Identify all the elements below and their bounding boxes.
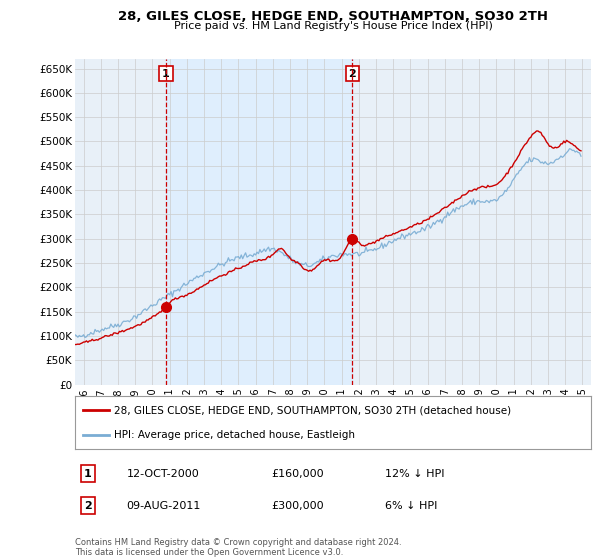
Text: £160,000: £160,000 <box>271 469 324 479</box>
Text: Contains HM Land Registry data © Crown copyright and database right 2024.
This d: Contains HM Land Registry data © Crown c… <box>75 538 401 557</box>
Text: 6% ↓ HPI: 6% ↓ HPI <box>385 501 437 511</box>
Text: Price paid vs. HM Land Registry's House Price Index (HPI): Price paid vs. HM Land Registry's House … <box>173 21 493 31</box>
Text: £300,000: £300,000 <box>271 501 324 511</box>
Text: HPI: Average price, detached house, Eastleigh: HPI: Average price, detached house, East… <box>114 430 355 440</box>
Text: 1: 1 <box>84 469 92 479</box>
Text: 28, GILES CLOSE, HEDGE END, SOUTHAMPTON, SO30 2TH (detached house): 28, GILES CLOSE, HEDGE END, SOUTHAMPTON,… <box>114 405 511 416</box>
Text: 2: 2 <box>84 501 92 511</box>
Text: 2: 2 <box>349 68 356 78</box>
Text: 28, GILES CLOSE, HEDGE END, SOUTHAMPTON, SO30 2TH: 28, GILES CLOSE, HEDGE END, SOUTHAMPTON,… <box>118 10 548 23</box>
Text: 1: 1 <box>162 68 170 78</box>
Text: 12-OCT-2000: 12-OCT-2000 <box>127 469 199 479</box>
Bar <box>166 59 352 385</box>
Text: 12% ↓ HPI: 12% ↓ HPI <box>385 469 444 479</box>
Text: 09-AUG-2011: 09-AUG-2011 <box>127 501 201 511</box>
